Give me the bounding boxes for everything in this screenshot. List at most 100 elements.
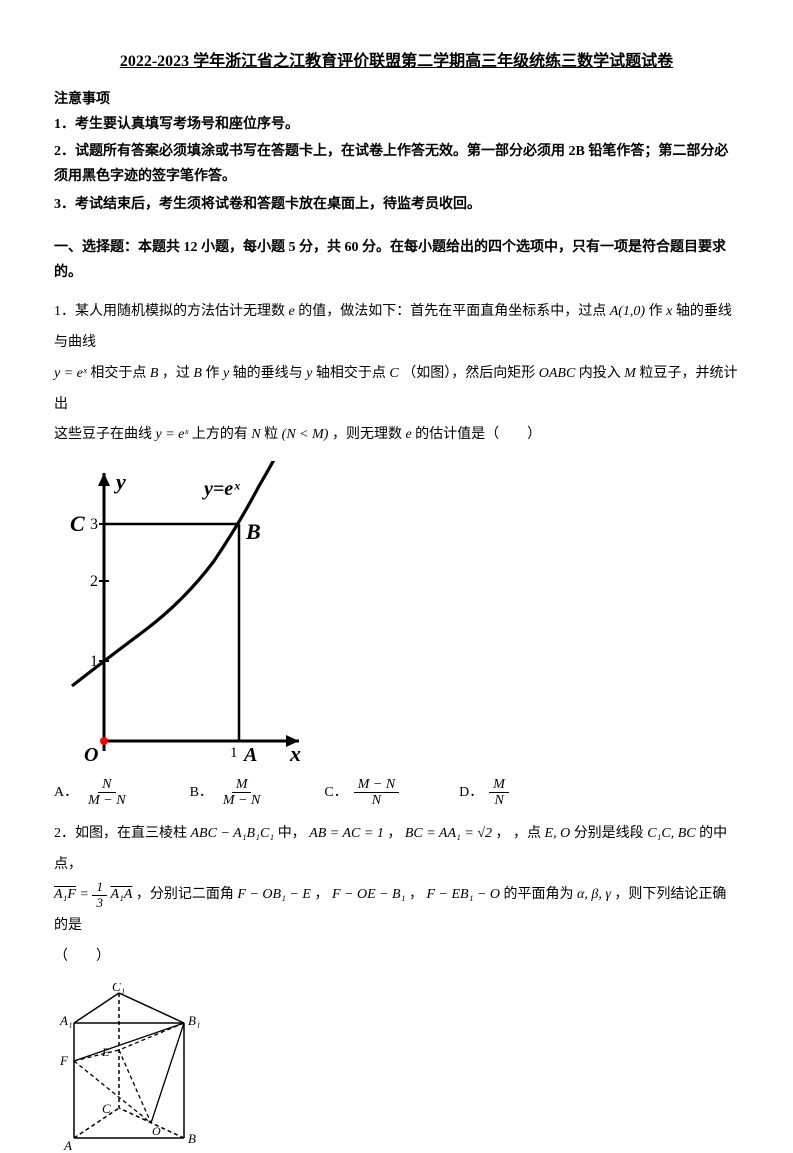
q2-t8: ， [314,887,328,902]
q2-t5: 分别是线段 [574,826,644,841]
q1-m-y2: y [306,366,312,381]
notice-header: 注意事项 [54,87,739,112]
q2-m-d3: F − EB₁ − O [426,887,500,902]
chart-label-A: A [242,744,257,766]
q2-m-eq: = [79,887,92,902]
q1-option-B: B． M M − N [190,777,265,809]
q1-m-e: e [289,304,295,319]
q1-m-yex: y = eˣ [54,366,87,381]
q2-prism-figure: C₁ A₁ B₁ F E C O A B [54,983,739,1153]
q1-option-C: C． M − N N [324,777,399,809]
q2-t12: （ ） [54,949,110,964]
q1-m-C: C [389,366,398,381]
q2-m-BCAA: BC = AA₁ = √2 [405,826,492,841]
q1-optA-num: N [98,777,115,793]
q1-t16: ，则无理数 [332,427,402,442]
q1-t8: 轴的垂线与 [233,366,303,381]
q1-m-y: y [223,366,229,381]
q2-m-d1: F − OB₁ − E [237,887,311,902]
q1-m-NlM: (N < M) [282,427,329,442]
q1-option-D: D． M N [459,777,509,809]
q1-t17: 的估计值是（ ） [415,427,541,442]
notice-item-1: 1．考生要认真填写考场号和座位序号。 [54,112,739,137]
q2-m-abc: α, β, γ [577,887,611,902]
chart-label-yex: y=eˣ [202,478,240,500]
prism-O: O [152,1124,161,1138]
q1-m-B2: B [193,366,202,381]
q1-m-x: x [666,304,672,319]
chart-label-x: x [289,741,301,766]
q1-t10: （如图），然后向矩形 [402,366,535,381]
prism-C1: C₁ [112,983,125,994]
q2-t3b: ， [496,826,510,841]
prism-A: A [63,1138,72,1153]
q1-m-M: M [624,366,636,381]
q1-t13: 这些豆子在曲线 [54,427,152,442]
q1-t11: 内投入 [579,366,621,381]
q2-t7: ，分别记二面角 [136,887,234,902]
q1-optC-num: M − N [354,777,399,793]
chart-label-B: B [245,519,261,544]
q1-optB-den: M − N [219,793,264,808]
chart-label-C: C [70,511,85,536]
q2-m-EO: E, O [545,826,571,841]
q1-t15: 粒 [264,427,278,442]
q1-chart: y x y=eˣ C B O A 1 2 3 1 [54,461,739,771]
prism-B: B [188,1131,196,1146]
q2-m-d2: F − OE − B₁ [332,887,406,902]
chart-label-O: O [84,744,98,766]
q2-t4: ，点 [513,826,541,841]
q1-optD-den: N [490,793,507,808]
chart-tick-x1: 1 [230,745,238,761]
q2-m-prism: ABC − A₁B₁C₁ [191,826,275,841]
q2-m-A1A: A₁A [110,887,132,902]
q1-t5: 相交于点 [90,366,146,381]
q1-t6: ，过 [162,366,190,381]
q1-t2: 的值，做法如下：首先在平面直角坐标系中，过点 [298,304,606,319]
q1-optD-label: D． [459,780,483,805]
q1-m-e2: e [405,427,411,442]
notice-item-2: 2．试题所有答案必须填涂或书写在答题卡上，在试卷上作答无效。第一部分必须用 2B… [54,139,739,189]
q1-t3: 作 [649,304,663,319]
prism-F: F [59,1053,69,1068]
q2-m-C1CBC: C₁C, BC [647,826,695,841]
q1-t14: 上方的有 [192,427,248,442]
q2-m-ABAC: AB = AC = 1 [309,826,384,841]
q2-t2: 中， [278,826,306,841]
q1-m-OABC: OABC [539,366,576,381]
notice-item-3: 3．考试结束后，考生须将试卷和答题卡放在桌面上，待监考员收回。 [54,192,739,217]
q1-m-N: N [251,427,260,442]
q2-t10: 的平面角为 [504,887,574,902]
q1-optC-label: C． [324,780,347,805]
chart-tick-3: 3 [90,516,98,533]
section-1-intro: 一、选择题：本题共 12 小题，每小题 5 分，共 60 分。在每小题给出的四个… [54,235,739,285]
q1-optA-label: A． [54,780,78,805]
q1-t9: 轴相交于点 [316,366,386,381]
chart-tick-2: 2 [90,573,98,590]
chart-tick-1: 1 [90,653,98,670]
q2-frac-den: 3 [92,896,107,910]
q1-m-yex2: y = eˣ [156,427,189,442]
page-title: 2022-2023 学年浙江省之江教育评价联盟第二学期高三年级统练三数学试题试卷 [54,48,739,77]
prism-B1: B₁ [188,1013,200,1028]
q1-option-A: A． N M − N [54,777,130,809]
question-2: 2．如图，在直三棱柱 ABC − A₁B₁C₁ 中， AB = AC = 1 ，… [54,819,739,973]
prism-A1: A₁ [59,1013,72,1028]
question-1: 1．某人用随机模拟的方法估计无理数 e 的值，做法如下：首先在平面直角坐标系中，… [54,297,739,451]
q1-optA-den: M − N [84,793,129,808]
q1-optD-num: M [489,777,509,793]
q1-m-A10: A(1,0) [610,304,645,319]
q2-t1: 2．如图，在直三棱柱 [54,826,187,841]
q1-optB-num: M [232,777,252,793]
q2-m-A1F: A₁F [54,887,76,902]
q2-t3: ， [387,826,401,841]
chart-label-y: y [113,469,126,494]
q1-options: A． N M − N B． M M − N C． M − N N D． M N [54,777,739,809]
q1-m-B: B [150,366,159,381]
q1-t1: 1．某人用随机模拟的方法估计无理数 [54,304,285,319]
q2-frac-num: 1 [92,880,107,895]
prism-C: C [102,1101,111,1116]
q1-t7: 作 [205,366,219,381]
prism-E: E [101,1045,110,1059]
q2-t9: ， [409,887,423,902]
